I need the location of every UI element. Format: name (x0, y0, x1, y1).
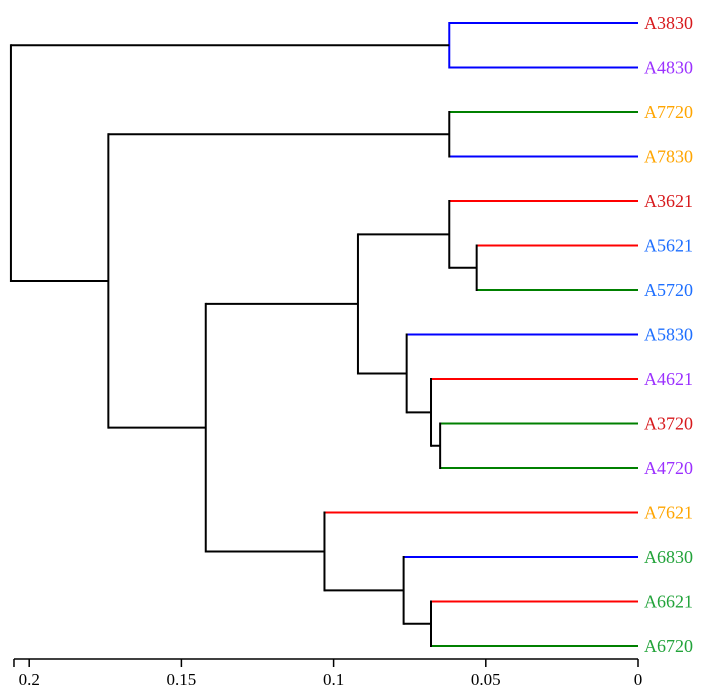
leaf-label: A3830 (644, 13, 693, 33)
leaf-label: A5621 (644, 236, 693, 256)
leaf-label: A7830 (644, 147, 693, 167)
leaf-label: A7621 (644, 503, 693, 523)
leaf-label: A4621 (644, 369, 693, 389)
x-tick-label: 0.05 (471, 670, 501, 689)
leaf-label: A6621 (644, 592, 693, 612)
dendrogram-branches (9, 22, 638, 647)
leaf-label: A3720 (644, 414, 693, 434)
x-tick-label: 0 (634, 670, 643, 689)
leaf-label: A4720 (644, 458, 693, 478)
leaf-label: A5830 (644, 325, 693, 345)
leaf-label: A4830 (644, 58, 693, 78)
leaf-labels: A3830 A4830 A7720 A7830 A3621 A5621 A5720 A5830… (644, 13, 693, 656)
leaf-label: A6720 (644, 636, 693, 656)
x-axis: 0.2 0.15 0.1 0.05 0 (13, 658, 643, 689)
leaf-label: A7720 (644, 102, 693, 122)
leaf-label: A3621 (644, 191, 693, 211)
leaf-label: A5720 (644, 280, 693, 300)
leaf-label: A6830 (644, 547, 693, 567)
x-tick-label: 0.15 (167, 670, 197, 689)
x-tick-label: 0.2 (19, 670, 40, 689)
x-tick-label: 0.1 (323, 670, 344, 689)
